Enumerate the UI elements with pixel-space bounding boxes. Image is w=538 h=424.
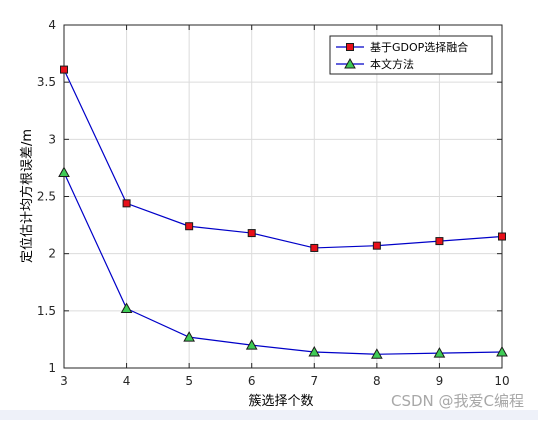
data-point — [310, 243, 319, 252]
x-tick-label: 6 — [248, 374, 256, 388]
plot-frame — [63, 24, 503, 369]
y-tick-label: 1.5 — [37, 304, 56, 318]
data-point — [58, 166, 70, 177]
tick-labels: 3 4 5 6 7 8 9 10 1 1.5 2 2.5 3 3.5 4 — [37, 18, 510, 388]
data-point — [433, 347, 446, 358]
series-2 — [58, 166, 508, 359]
watermark: CSDN @我爱C编程 — [390, 392, 524, 410]
y-tick-label: 2.5 — [37, 190, 56, 204]
legend-marker — [346, 43, 354, 51]
data-point — [245, 339, 258, 350]
data-point — [498, 232, 506, 241]
y-tick-label: 1 — [48, 361, 56, 375]
data-point — [247, 229, 256, 238]
data-point — [308, 345, 321, 357]
series-group — [58, 65, 508, 359]
x-tick-label: 3 — [60, 374, 68, 388]
data-point — [60, 65, 68, 74]
footer-strip — [0, 410, 538, 420]
x-tick-label: 10 — [494, 374, 509, 388]
data-point — [183, 331, 195, 342]
x-axis-label: 簇选择个数 — [248, 394, 313, 409]
legend-box — [329, 35, 493, 75]
y-axis-label: 定位估计均方根误差/m — [19, 129, 35, 263]
series-line — [63, 69, 503, 249]
data-point — [496, 345, 508, 357]
legend-label: 本文方法 — [370, 57, 414, 71]
y-tick-label: 2 — [48, 247, 56, 261]
x-tick-label: 5 — [185, 374, 193, 388]
x-tick-label: 4 — [123, 374, 131, 388]
data-point — [435, 237, 444, 246]
x-tick-label: 7 — [310, 374, 318, 388]
x-tick-label: 8 — [373, 374, 381, 388]
y-tick-label: 3 — [48, 132, 56, 146]
data-point — [120, 302, 133, 314]
x-tick-label: 9 — [436, 374, 444, 388]
y-tick-label: 3.5 — [37, 75, 56, 89]
data-point — [185, 222, 194, 231]
axes — [63, 24, 503, 369]
series-1 — [60, 65, 506, 252]
data-point — [122, 199, 131, 208]
data-point — [371, 348, 383, 359]
y-tick-label: 4 — [48, 18, 56, 32]
legend-marker — [344, 57, 356, 69]
series-line — [63, 172, 503, 355]
legend-label: 基于GDOP选择融合 — [370, 40, 468, 54]
data-point — [372, 241, 381, 250]
